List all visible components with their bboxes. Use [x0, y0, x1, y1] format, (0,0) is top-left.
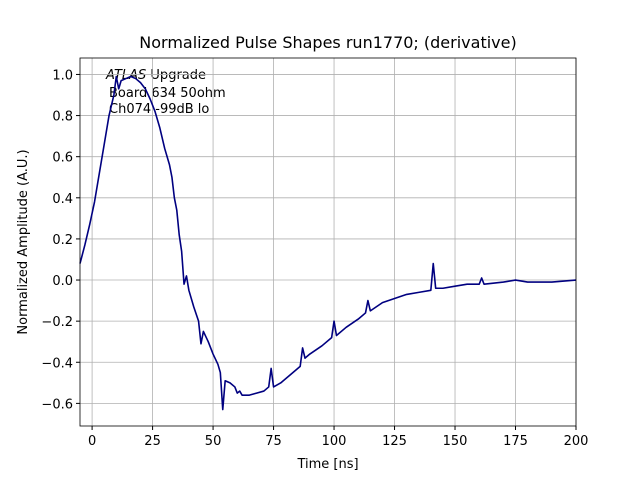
annotation-line: Ch074 -99dB lo [109, 102, 209, 117]
y-tick-label: 0.0 [52, 274, 73, 289]
chart-title: Normalized Pulse Shapes run1770; (deriva… [139, 33, 516, 52]
y-tick-label: −0.2 [41, 315, 73, 330]
x-tick-label: 175 [503, 434, 528, 449]
annotation-italic: ATLAS [105, 68, 146, 83]
y-tick-label: −0.6 [41, 397, 73, 412]
data-line [79, 75, 577, 411]
y-tick-label: 1.0 [52, 68, 73, 83]
y-tick-label: 0.6 [52, 151, 73, 166]
x-tick-label: 200 [564, 434, 589, 449]
annotation: ATLAS Upgrade [105, 68, 206, 83]
x-axis-label: Time [ns] [296, 457, 358, 472]
x-tick-label: 100 [322, 434, 347, 449]
y-axis-label: Normalized Amplitude (A.U.) [16, 149, 31, 334]
y-tick-label: −0.4 [41, 356, 73, 371]
annotation-rest: Upgrade [150, 68, 206, 83]
x-tick-label: 0 [88, 434, 96, 449]
plot-frame [79, 57, 577, 427]
x-tick-label: 25 [144, 434, 161, 449]
y-tick-label: 0.4 [52, 192, 73, 207]
y-tick-label: 0.8 [52, 110, 73, 125]
x-tick-label: 125 [382, 434, 407, 449]
x-tick-label: 50 [205, 434, 222, 449]
x-tick-label: 150 [443, 434, 468, 449]
y-tick-label: 0.2 [52, 233, 73, 248]
annotation-line: Board 634 50ohm [109, 86, 226, 101]
x-tick-label: 75 [265, 434, 282, 449]
